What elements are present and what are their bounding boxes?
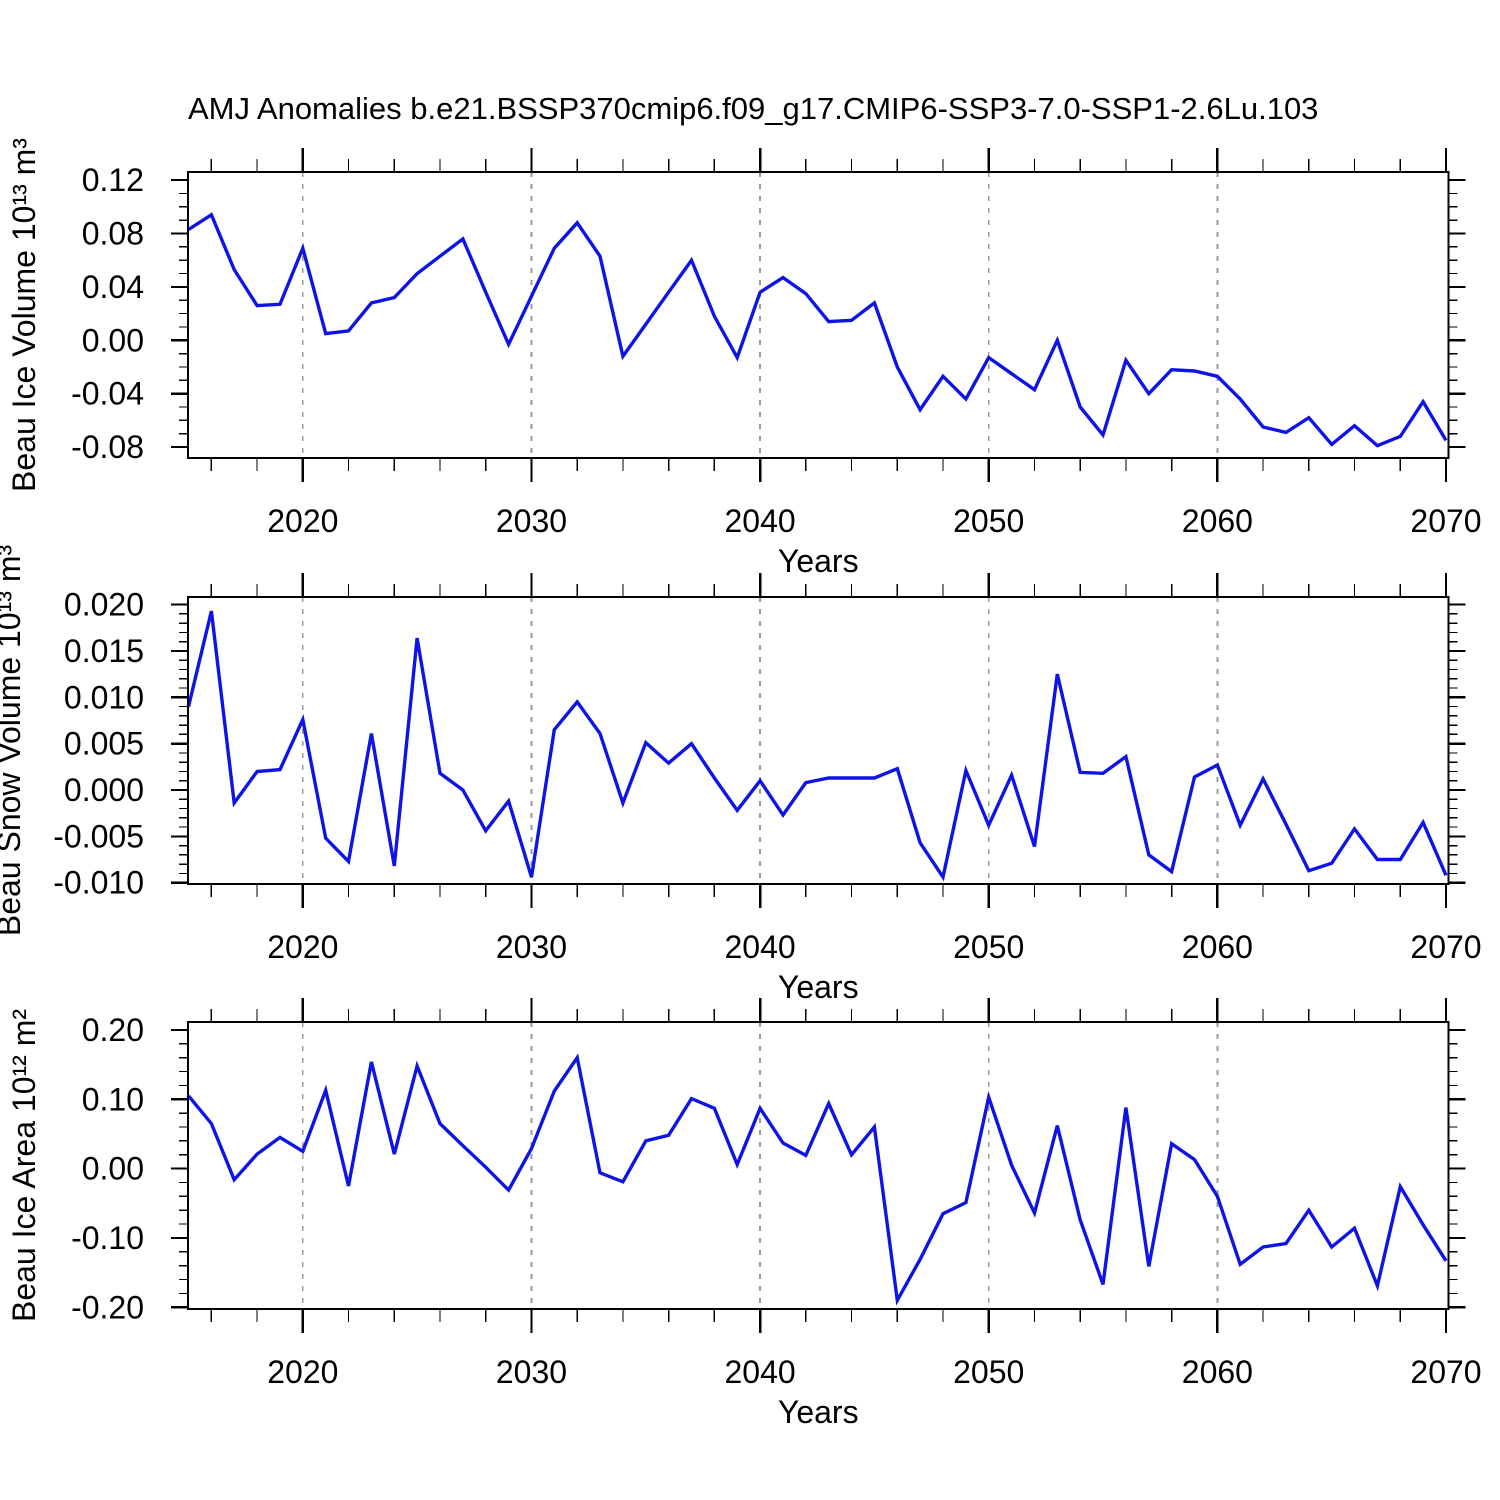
y-tick-label: -0.10 [71, 1220, 144, 1256]
plot-frame [186, 1020, 1450, 1311]
y-tick-label: 0.12 [82, 162, 144, 198]
y-tick-label: 0.000 [64, 772, 144, 808]
x-tick-label: 2060 [1182, 503, 1253, 539]
series-line-snow-volume [186, 610, 1448, 882]
series-line-ice-area [187, 1053, 1448, 1306]
y-tick-label: 0.10 [82, 1081, 144, 1117]
y-tick-label: -0.08 [71, 429, 144, 465]
x-tick-label: 2070 [1410, 929, 1481, 965]
y-tick-label: 0.08 [82, 216, 144, 252]
y-tick-label: -0.04 [71, 376, 144, 412]
x-tick-label: 2050 [953, 503, 1024, 539]
x-axis-title: Years [778, 1394, 859, 1430]
x-tick-label: 2040 [724, 929, 795, 965]
x-tick-label: 2060 [1182, 1354, 1253, 1390]
x-tick-label: 2050 [953, 1354, 1024, 1390]
y-axis-title: Beau Ice Area 10¹² m² [6, 1009, 42, 1322]
y-tick-label: -0.010 [53, 865, 144, 901]
panel-ice-area: 0.20 0.10 0.00 -0.10 -0.20 2020 2030 2040 2050 20… [6, 998, 1482, 1430]
y-tick-label: 0.015 [64, 633, 144, 669]
y-tick-label: -0.005 [53, 818, 144, 854]
y-tick-label: 0.005 [64, 726, 144, 762]
panel-snow-volume: 0.020 0.015 0.010 0.005 0.000 -0.005 -0.010 202… [0, 545, 1482, 1005]
x-tick-label: 2030 [496, 929, 567, 965]
x-tick-label: 2020 [267, 1354, 338, 1390]
x-tick-label: 2020 [267, 503, 338, 539]
x-tick-label: 2020 [267, 929, 338, 965]
y-tick-label: -0.20 [71, 1289, 144, 1325]
x-tick-label: 2040 [724, 1354, 795, 1390]
x-tick-label: 2070 [1410, 503, 1481, 539]
y-tick-label: 0.00 [82, 322, 144, 358]
y-axis-title: Beau Ice Volume 10¹³ m³ [6, 138, 42, 492]
plot-frame [186, 170, 1450, 460]
x-tick-label: 2070 [1410, 1354, 1481, 1390]
y-tick-label: 0.04 [82, 269, 144, 305]
x-axis-title: Years [778, 543, 859, 579]
y-tick-label: 0.010 [64, 679, 144, 715]
chart-title: AMJ Anomalies b.e21.BSSP370cmip6.f09_g17… [188, 91, 1318, 126]
x-tick-label: 2060 [1182, 929, 1253, 965]
x-tick-label: 2030 [496, 1354, 567, 1390]
y-tick-label: 0.020 [64, 587, 144, 623]
y-tick-label: 0.20 [82, 1012, 144, 1048]
panels-group: 0.12 0.08 0.04 0.00 -0.04 -0.08 2020 2030 2040 20… [0, 138, 1482, 1430]
x-tick-label: 2030 [496, 503, 567, 539]
x-axis-title: Years [778, 969, 859, 1005]
plot-frame [186, 595, 1450, 886]
series-line-ice-volume [187, 212, 1448, 448]
panel-ice-volume: 0.12 0.08 0.04 0.00 -0.04 -0.08 2020 2030 2040 20… [6, 138, 1482, 579]
y-tick-label: 0.00 [82, 1151, 144, 1187]
x-tick-label: 2050 [953, 929, 1024, 965]
y-axis-title: Beau Snow Volume 10¹³ m³ [0, 545, 27, 937]
x-tick-label: 2040 [724, 503, 795, 539]
